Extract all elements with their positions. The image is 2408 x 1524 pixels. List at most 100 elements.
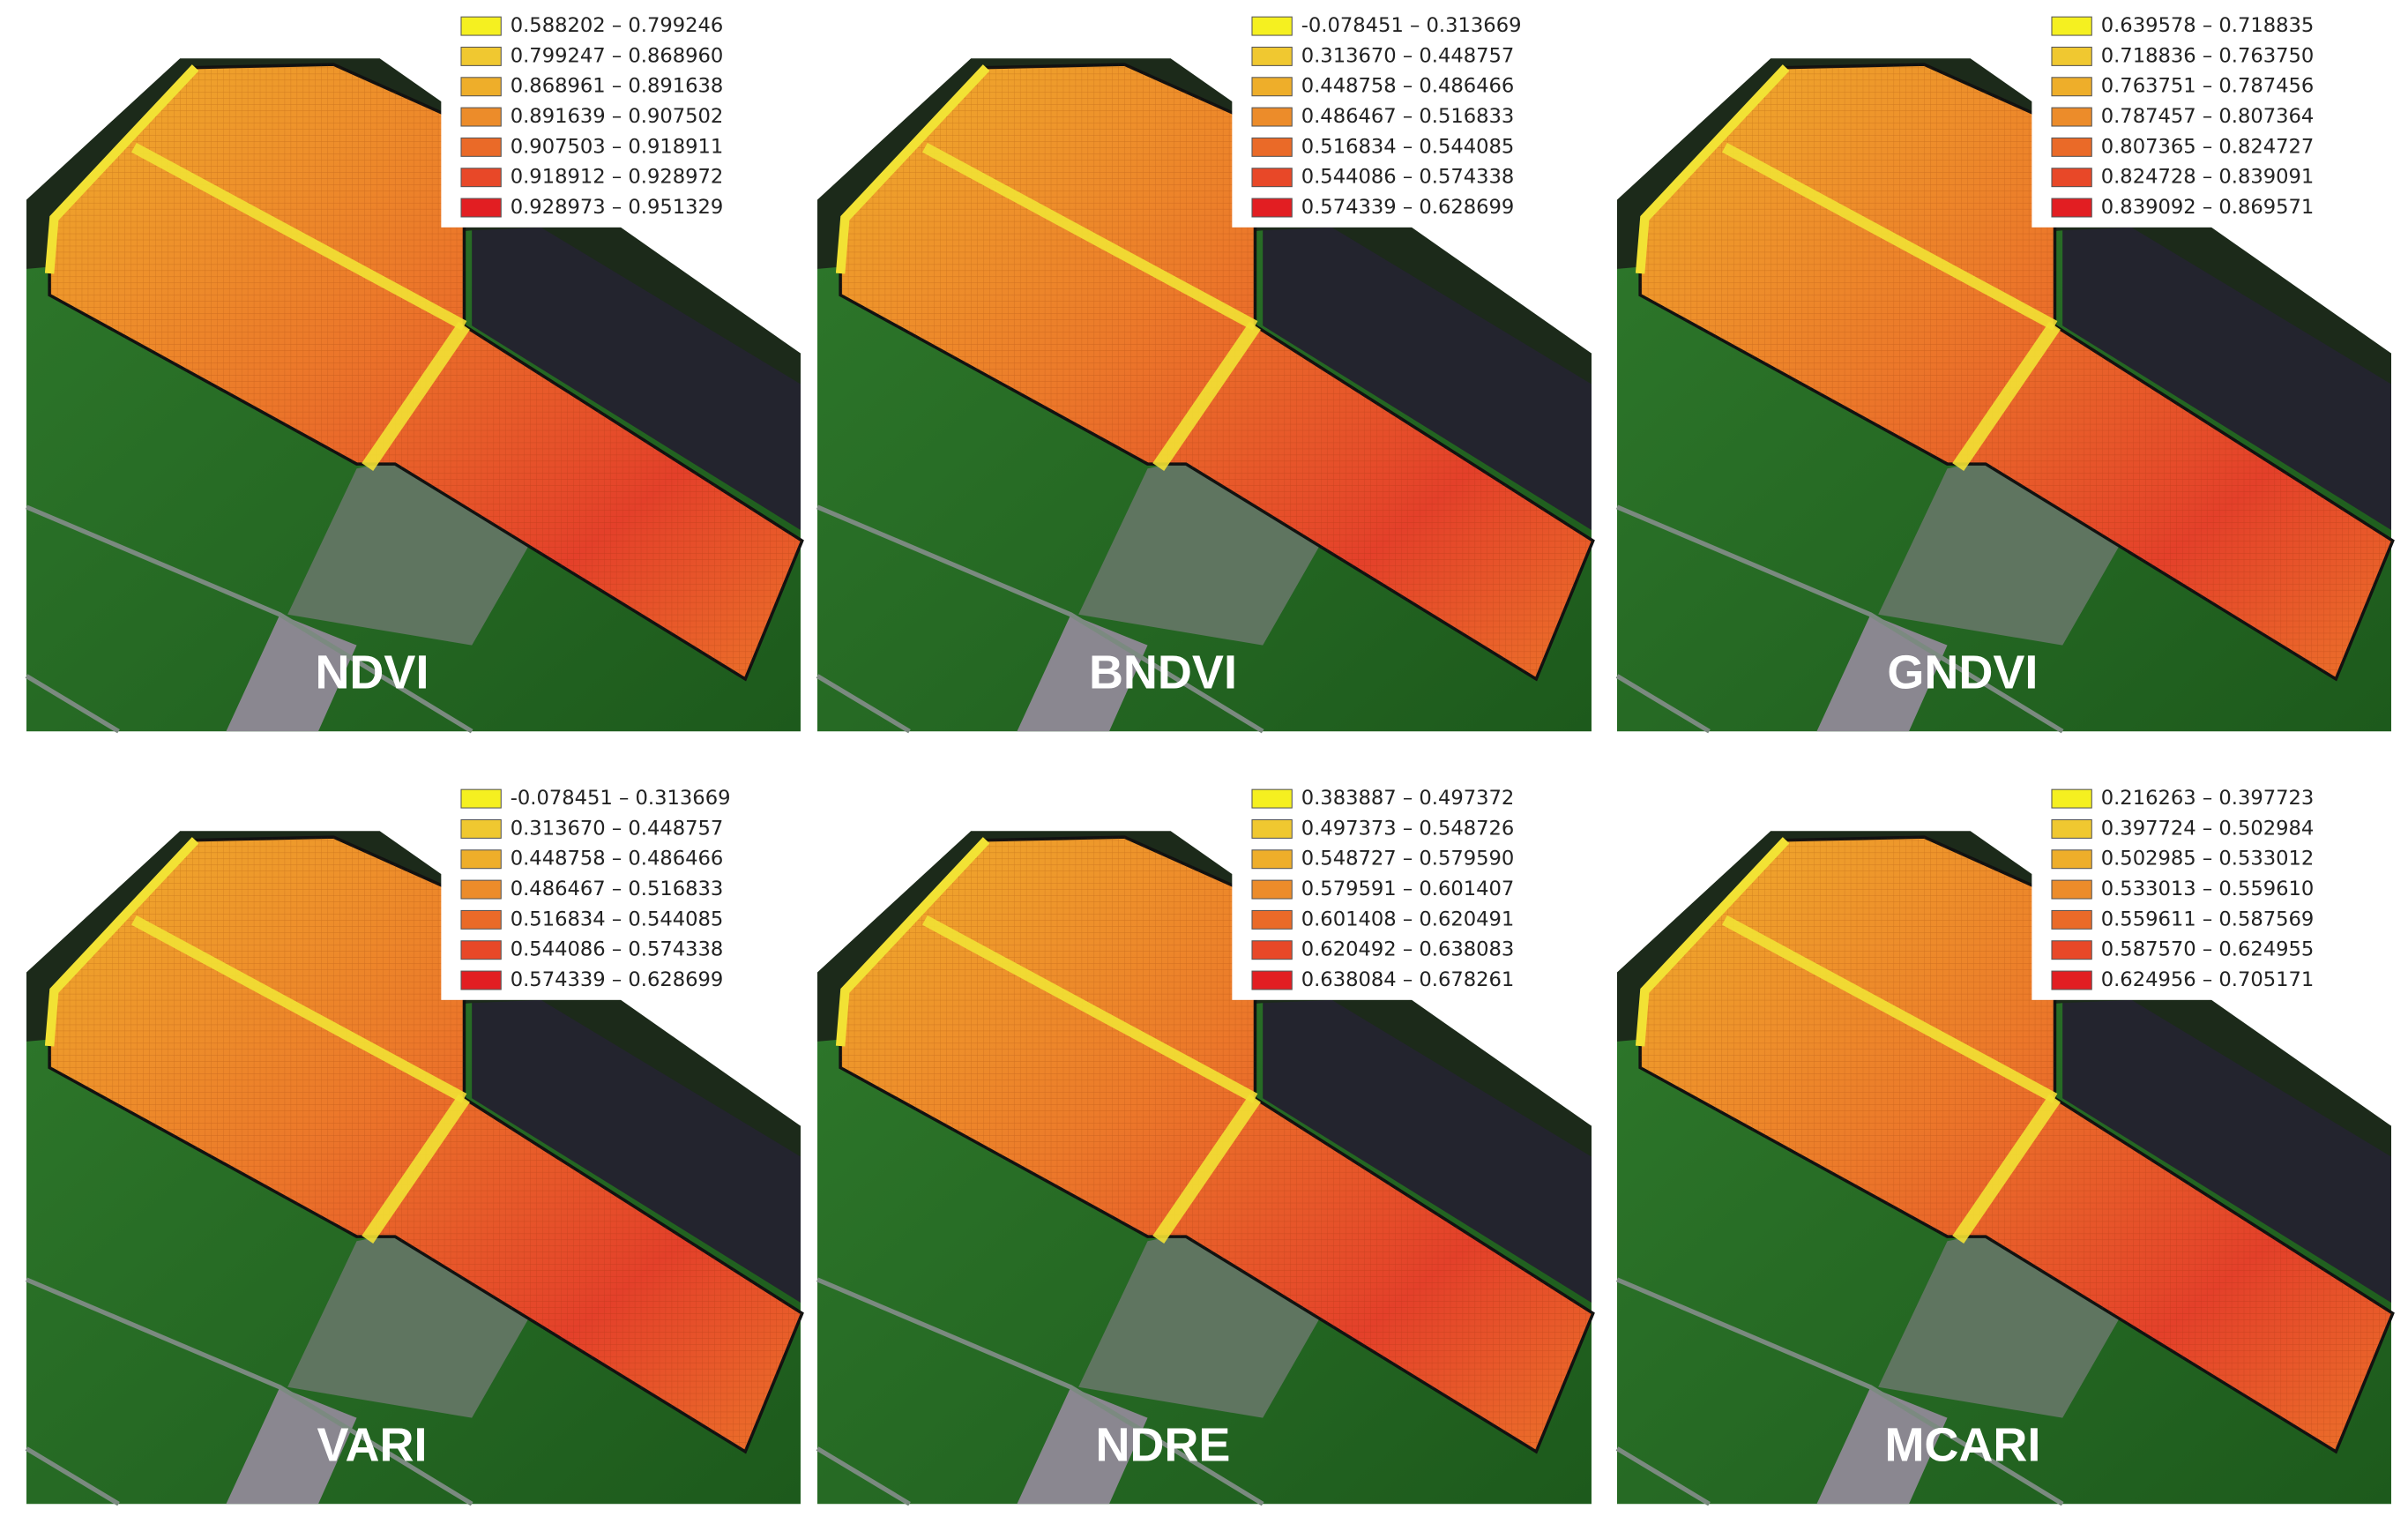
legend-swatch: [2051, 849, 2092, 870]
legend-swatch: [2051, 818, 2092, 839]
yellow-edge: [44, 64, 199, 274]
path-line: [816, 504, 1264, 734]
path-line: [816, 1446, 911, 1506]
path-line: [1615, 504, 2064, 734]
legend-swatch: [2051, 137, 2092, 157]
legend-label: 0.639578 – 0.718835: [2101, 14, 2315, 37]
legend-label: 0.839092 – 0.869571: [2101, 196, 2315, 219]
legend-label: 0.544086 – 0.574338: [1301, 166, 1515, 189]
legend-swatch: [460, 137, 502, 157]
legend-swatch: [460, 879, 502, 900]
legend-swatch: [1251, 909, 1293, 930]
legend-swatch: [460, 46, 502, 66]
map-panel: MCARI 0.216263 – 0.397723 0.397724 – 0.502…: [1615, 773, 2401, 1506]
map-panel: GNDVI 0.639578 – 0.718835 0.718836 – 0.763…: [1615, 0, 2401, 734]
legend-label: -0.078451 – 0.313669: [511, 787, 731, 810]
legend-swatch: [2051, 970, 2092, 990]
legend-swatch: [460, 818, 502, 839]
yellow-strip: [1722, 142, 2058, 331]
legend-swatch: [1251, 46, 1293, 66]
legend-swatch: [1251, 818, 1293, 839]
legend-label: 0.907503 – 0.918911: [511, 135, 724, 158]
legend-swatch: [1251, 970, 1293, 990]
legend-label: 0.502985 – 0.533012: [2101, 848, 2315, 870]
legend-label: 0.799247 – 0.868960: [511, 44, 724, 67]
legend-swatch: [1251, 137, 1293, 157]
legend-label: 0.548727 – 0.579590: [1301, 848, 1515, 870]
legend-box: [441, 0, 810, 228]
legend-label: 0.587570 – 0.624955: [2101, 938, 2315, 961]
legend-swatch: [1251, 107, 1293, 127]
legend-box: [2032, 773, 2401, 1000]
path-line: [816, 1277, 1264, 1506]
map-panel: NDRE 0.383887 – 0.497372 0.497373 – 0.5487…: [816, 773, 1601, 1506]
legend-swatch: [460, 77, 502, 97]
legend: 0.588202 – 0.799246 0.799247 – 0.868960 0.…: [441, 0, 810, 228]
yellow-strip: [362, 321, 470, 471]
legend: 0.639578 – 0.718835 0.718836 – 0.763750 0.…: [2032, 0, 2401, 228]
legend-swatch: [2051, 16, 2092, 36]
legend-label: 0.216263 – 0.397723: [2101, 787, 2315, 810]
legend-swatch: [460, 107, 502, 127]
path-line: [25, 1446, 120, 1506]
legend-label: 0.620492 – 0.638083: [1301, 938, 1515, 961]
legend-label: 0.397724 – 0.502984: [2101, 817, 2315, 840]
path-line: [25, 674, 120, 734]
legend-swatch: [460, 909, 502, 930]
path-line: [25, 504, 473, 734]
legend-swatch: [2051, 788, 2092, 809]
legend-label: 0.497373 – 0.548726: [1301, 817, 1515, 840]
yellow-strip: [1952, 1094, 2061, 1244]
legend-swatch: [460, 16, 502, 36]
bare-plot: [1263, 227, 1592, 530]
path-line: [1615, 674, 1711, 734]
yellow-strip: [362, 1094, 470, 1244]
path-line: [1615, 1446, 1711, 1506]
legend-swatch: [2051, 107, 2092, 127]
yellow-edge: [44, 837, 199, 1047]
yellow-edge: [835, 64, 990, 274]
legend-label: 0.588202 – 0.799246: [511, 14, 724, 37]
legend-box: [1232, 773, 1601, 1000]
map-panel: VARI -0.078451 – 0.313669 0.313670 – 0.448…: [25, 773, 810, 1506]
legend-swatch: [2051, 46, 2092, 66]
map-label: NDVI: [315, 646, 429, 699]
yellow-strip: [922, 915, 1258, 1103]
legend-swatch: [1251, 849, 1293, 870]
legend-swatch: [460, 168, 502, 188]
legend-swatch: [1251, 879, 1293, 900]
legend-box: [441, 773, 810, 1000]
legend-swatch: [1251, 198, 1293, 218]
legend-swatch: [1251, 16, 1293, 36]
legend-label: 0.574339 – 0.628699: [1301, 196, 1515, 219]
path-line: [25, 1277, 473, 1506]
yellow-edge: [835, 837, 990, 1047]
legend-label: 0.918912 – 0.928972: [511, 166, 724, 189]
legend-label: 0.601408 – 0.620491: [1301, 908, 1515, 930]
legend-swatch: [2051, 198, 2092, 218]
map-panel: BNDVI -0.078451 – 0.313669 0.313670 – 0.44…: [816, 0, 1601, 734]
map-label: GNDVI: [1887, 646, 2038, 699]
yellow-strip: [922, 142, 1258, 331]
bare-plot: [472, 227, 801, 530]
bare-plot: [2062, 227, 2391, 530]
yellow-strip: [1722, 915, 2058, 1103]
yellow-edge: [1635, 837, 1790, 1047]
yellow-strip: [1952, 321, 2061, 471]
legend-swatch: [460, 788, 502, 809]
legend-label: 0.579591 – 0.601407: [1301, 878, 1515, 900]
legend-swatch: [2051, 879, 2092, 900]
map-label: BNDVI: [1089, 646, 1237, 699]
yellow-edge: [1635, 64, 1790, 274]
legend-box: [2032, 0, 2401, 228]
legend: -0.078451 – 0.313669 0.313670 – 0.448757 0…: [441, 773, 810, 1000]
legend-label: 0.533013 – 0.559610: [2101, 878, 2315, 900]
legend: 0.216263 – 0.397723 0.397724 – 0.502984 0.…: [2032, 773, 2401, 1000]
yellow-strip: [131, 142, 467, 331]
legend-label: 0.448758 – 0.486466: [511, 848, 724, 870]
legend-label: 0.313670 – 0.448757: [511, 817, 724, 840]
legend-label: 0.928973 – 0.951329: [511, 196, 724, 219]
legend-swatch: [460, 849, 502, 870]
